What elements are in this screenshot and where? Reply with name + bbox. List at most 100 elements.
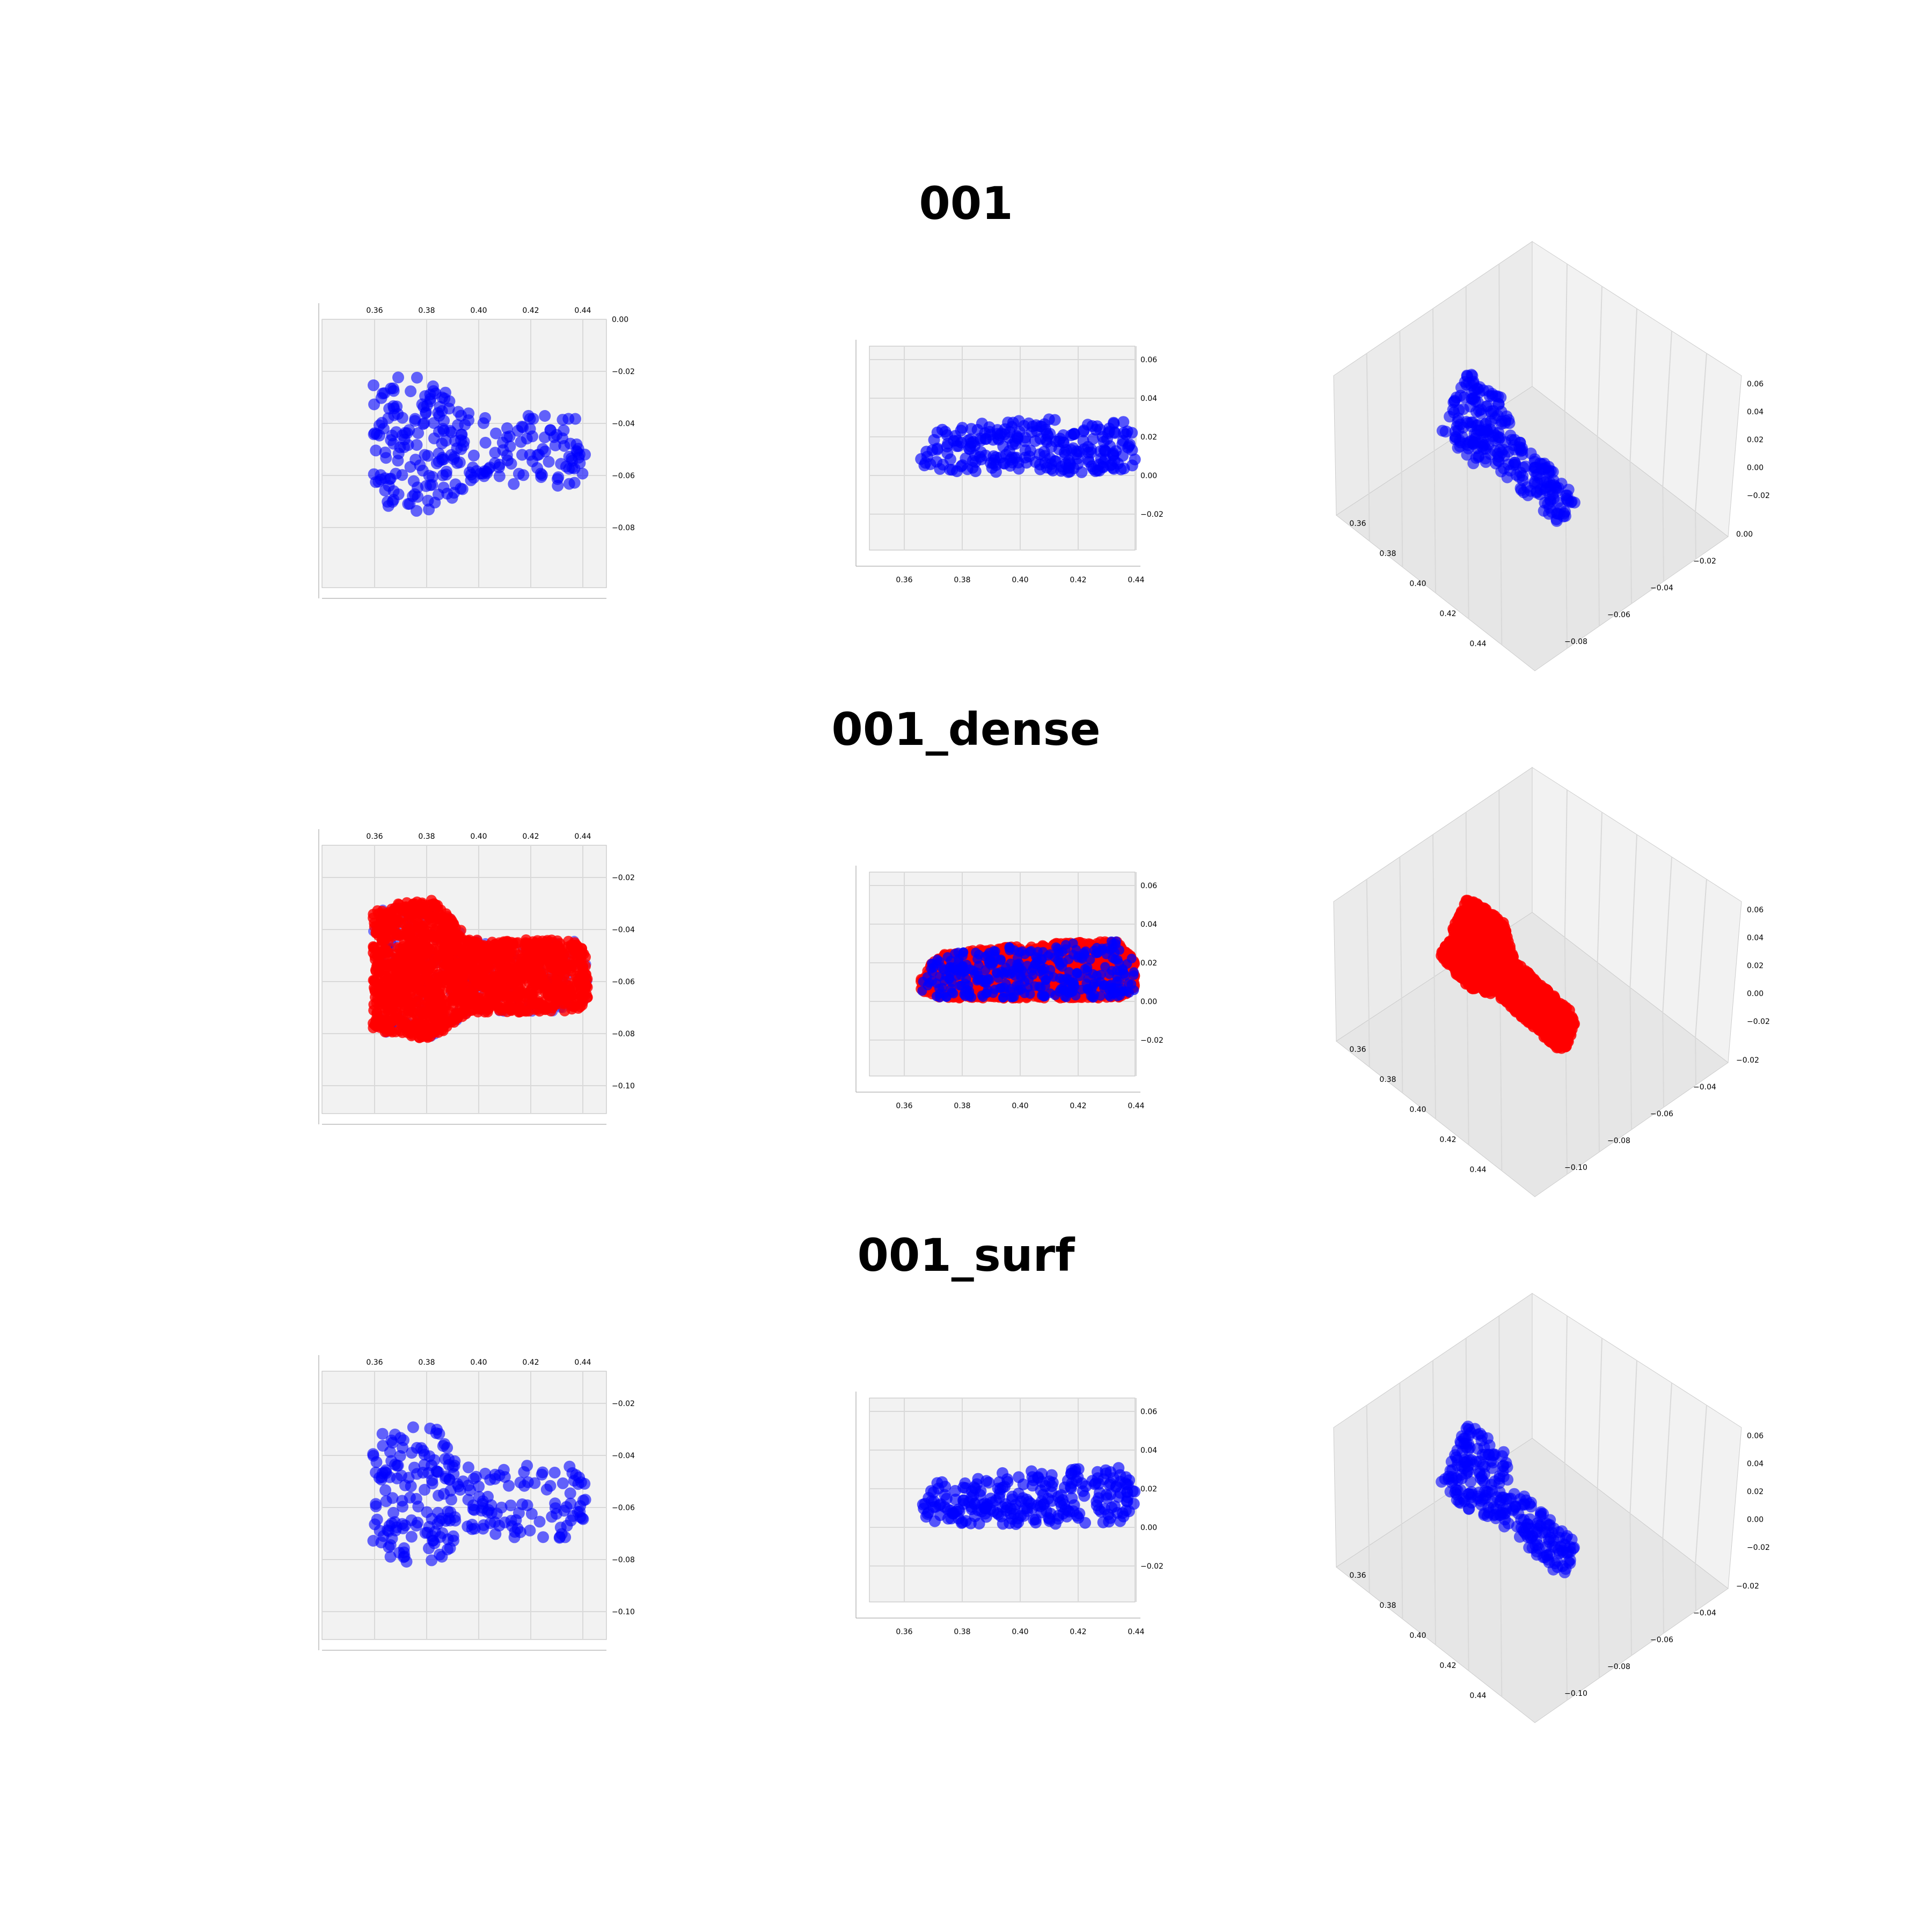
- top-red-point: [559, 997, 570, 1008]
- front-blue-point: [1032, 953, 1042, 963]
- top-red-point: [368, 999, 379, 1010]
- top-blue-point: [463, 414, 474, 427]
- front-blue-point: [1117, 416, 1130, 428]
- top-blue-point: [493, 458, 506, 471]
- persp-point: [1490, 390, 1502, 402]
- front-blue-point: [1126, 954, 1137, 964]
- top-blue-point: [551, 473, 564, 485]
- top-red-point: [414, 952, 426, 963]
- persp-grid: [1564, 264, 1568, 412]
- top-red-point: [409, 966, 421, 977]
- front-blue-point: [1082, 984, 1093, 994]
- top-blue-point: [422, 450, 434, 462]
- top-red-point: [557, 982, 568, 993]
- front-blue-point: [1109, 427, 1121, 439]
- top-red-point: [514, 1006, 525, 1018]
- top-blue-point: [446, 492, 458, 504]
- top-red-point: [490, 957, 501, 968]
- front-blue-point: [917, 986, 927, 996]
- top-blue-point: [380, 452, 392, 464]
- top-blue-point: [388, 402, 400, 414]
- front-blue-point: [1043, 950, 1053, 961]
- front-blue-point: [1002, 416, 1014, 429]
- front-blue-point: [1057, 429, 1070, 441]
- top-red-point: [400, 972, 412, 983]
- top-blue-point: [557, 414, 569, 426]
- front-blue-point: [956, 422, 969, 434]
- top-blue-point: [370, 444, 382, 457]
- persp-xtick-label: 0.36: [1349, 1045, 1366, 1054]
- front-blue-point: [1045, 965, 1056, 975]
- front-blue-point: [1014, 962, 1024, 972]
- front-xtick-label: 0.40: [1012, 576, 1028, 584]
- top-red-point: [420, 971, 431, 983]
- front-blue-point: [946, 464, 958, 476]
- persp-point: [1502, 458, 1514, 471]
- front-blue-point: [1038, 450, 1051, 462]
- top-red-point: [401, 897, 412, 908]
- front-ztick-label: 0.06: [1140, 882, 1157, 890]
- top-view-panel-0: 0.36 0.38 0.40 0.42 0.440.00−0.02−0.04−0.06−…: [318, 303, 635, 599]
- top-blue-point: [383, 480, 395, 492]
- persp-xtick-label: 0.36: [1349, 519, 1366, 528]
- front-blue-point: [1110, 954, 1120, 964]
- top-blue-point: [412, 427, 425, 439]
- top-blue-point: [405, 385, 417, 398]
- front-ztick-label: 0.02: [1140, 433, 1157, 442]
- top-blue-point: [479, 436, 492, 449]
- front-blue-point: [952, 965, 962, 975]
- persp-point: [1444, 411, 1456, 423]
- top-blue-point: [407, 475, 420, 487]
- persp-ztick-label: 0.06: [1747, 380, 1763, 389]
- persp-xtick-label: 0.44: [1469, 640, 1486, 648]
- persp-ztick-label: 0.06: [1747, 906, 1763, 914]
- top-red-point: [379, 935, 390, 946]
- front-ztick-label: 0.04: [1140, 920, 1157, 929]
- front-blue-point: [1057, 947, 1067, 957]
- front-blue-point: [1068, 428, 1080, 440]
- front-blue-point: [1073, 445, 1086, 458]
- front-blue-point: [1020, 977, 1030, 987]
- top-red-point: [383, 911, 394, 922]
- front-blue-point: [951, 435, 963, 447]
- top-red-point: [429, 1027, 440, 1038]
- top-red-point: [398, 918, 409, 930]
- persp-point: [1454, 390, 1467, 402]
- front-xtick-label: 0.38: [954, 576, 970, 584]
- persp-point: [1562, 484, 1575, 496]
- top-blue-point: [392, 455, 404, 467]
- persp-ztick-label: −0.02: [1747, 492, 1770, 500]
- top-red-point: [472, 934, 482, 946]
- top-blue-point: [539, 410, 551, 422]
- persp-point: [1482, 400, 1494, 412]
- front-ztick-label: 0.00: [1140, 472, 1157, 480]
- front-blue-point: [956, 459, 969, 471]
- front-blue-point: [1072, 968, 1082, 978]
- top-red-point: [368, 909, 379, 920]
- front-blue-point: [1041, 975, 1051, 985]
- persp-grid: [1695, 511, 1696, 559]
- top-blue-point: [535, 467, 547, 480]
- front-blue-point: [1085, 443, 1097, 456]
- top-blue-point: [533, 449, 545, 460]
- top-ytick-label: −0.08: [612, 524, 635, 532]
- persp-grid: [1629, 461, 1632, 604]
- front-blue-point: [1023, 417, 1035, 429]
- persp-point: [1542, 497, 1554, 510]
- persp-point: [1505, 434, 1518, 446]
- top-red-point: [399, 960, 410, 971]
- top-red-point: [403, 928, 414, 939]
- top-red-point: [394, 930, 406, 941]
- front-xtick-label: 0.36: [896, 576, 912, 584]
- front-xtick-label: 0.40: [1012, 1102, 1028, 1110]
- front-blue-point: [1082, 453, 1094, 466]
- top-blue-point: [508, 478, 520, 490]
- top-red-point: [457, 977, 469, 989]
- top-blue-point: [409, 413, 421, 425]
- top-red-point: [430, 998, 442, 1009]
- top-xtick-label: 0.40: [470, 832, 487, 841]
- persp-xtick-label: 0.38: [1379, 1075, 1396, 1084]
- top-red-point: [380, 1015, 392, 1026]
- front-blue-point: [931, 426, 943, 438]
- top-red-point: [389, 996, 400, 1007]
